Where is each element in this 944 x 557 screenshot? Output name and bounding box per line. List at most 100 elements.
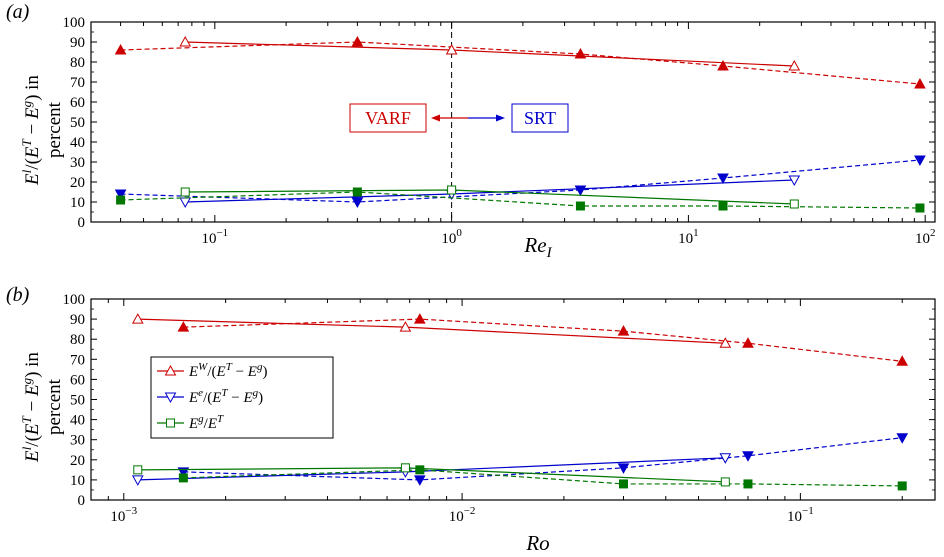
panel-b-series-0-point [896, 355, 909, 366]
panel-a-ytick-label: 40 [70, 135, 85, 151]
panel-a-series-0-point [114, 43, 127, 55]
legend-entry-exterior: Ee/(ET − Eg) [157, 387, 263, 406]
panel-a-xtick-label: 10−1 [201, 227, 228, 247]
panel-a-ytick-label: 70 [70, 75, 85, 91]
panel-a-series-0-point [914, 77, 926, 89]
panel-a-series-1-point [788, 59, 801, 71]
panel-b-series-1-point [399, 321, 412, 332]
panel-a-series-4-point [575, 201, 585, 211]
panel-b-series-3-point [131, 475, 144, 486]
panel-b-series-1-point [131, 313, 144, 324]
panel-a-ytick-label: 30 [70, 155, 85, 171]
panel-a-ytick-label: 80 [70, 55, 85, 71]
panel-a-label: (a) [6, 1, 30, 23]
panel-a-ylabel-line2: percent [44, 101, 65, 158]
panel-b-series-4-point [618, 479, 628, 489]
panel-a-series-0-point [351, 35, 364, 47]
panel-b-series-0-point [177, 321, 190, 332]
panel-b-series-4-point [415, 465, 425, 475]
srt-arrow-head [496, 114, 505, 122]
panel-b-series-4-point [743, 479, 753, 489]
panel-b-ytick-label: 90 [70, 312, 85, 328]
panel-a-annotations: VARF SRT [349, 103, 569, 133]
panel-b-series-2-point [896, 433, 909, 444]
panel-a-ytick-label: 0 [78, 215, 86, 231]
panel-b-series-0-point [413, 313, 426, 324]
panel-b-xtick-label: 10−1 [787, 505, 814, 525]
panel-a-series-4-point [352, 187, 362, 197]
panel-a-series-0-point [717, 59, 729, 71]
panel-b-ytick-label: 10 [70, 473, 85, 489]
legend-marker-square [166, 418, 175, 428]
panel-a-series-1-line [185, 41, 795, 67]
varf-arrow-head [431, 114, 440, 122]
legend-marker-triangle-up [164, 364, 177, 376]
panel-a-ytick-label: 50 [70, 115, 85, 131]
panel-b-ylabel-line1: El/(ET − Eg) in [19, 352, 43, 463]
panel-b-series-4-point [178, 473, 188, 483]
legend-text-geostrophic: Eg/ET [188, 413, 224, 432]
panel-b-ytick-label: 100 [63, 292, 86, 308]
panel-b-label: (b) [6, 284, 30, 306]
panel-a-series-2-point [914, 155, 926, 167]
panel-b-ytick-label: 20 [70, 453, 85, 469]
panel-b-xtick-label: 10−3 [110, 505, 137, 525]
panel-a-series-5-point [789, 199, 799, 209]
panel-a-series-1-point [445, 43, 458, 55]
panel-b-series-4-point [897, 481, 907, 491]
panel-a-xlabel: ReI [523, 233, 552, 261]
panel-a: (a) El/(ET − Eg) in percent ReI 0 10 20 30 4… [6, 1, 936, 261]
panel-b-series-2-point [742, 451, 754, 462]
panel-b-legend: EW/(ET − Eg) Ee/(ET − Eg) Eg/ET [150, 356, 334, 439]
panel-a-xtick-label: 102 [915, 227, 936, 247]
panel-a-series-0-line [120, 41, 920, 85]
panel-a-ytick-label: 90 [70, 35, 85, 51]
panel-b-series-1-line [137, 318, 726, 344]
srt-label: SRT [524, 108, 556, 128]
panel-b-series-0-point [617, 325, 630, 336]
panel-b-ylabel: El/(ET − Eg) in percent [19, 352, 65, 463]
panel-b-series-2-point [617, 463, 630, 474]
panel-a-series-2-line [120, 159, 920, 203]
panel-b-ytick-label: 70 [70, 352, 85, 368]
panel-b: (b) El/(ET − Eg) in percent Ro 0 10 20 30 40… [6, 284, 936, 555]
panel-b-xlabel: Ro [525, 531, 549, 555]
panel-a-series-4-point [116, 195, 126, 205]
panel-a-series-5-line [185, 189, 795, 205]
legend-text-wall: EW/(ET − Eg) [188, 361, 267, 380]
varf-label: VARF [365, 108, 411, 128]
panel-a-ytick-label: 60 [70, 95, 85, 111]
panel-b-series-3-point [719, 453, 732, 464]
panel-b-ytick-label: 60 [70, 372, 85, 388]
panel-b-ytick-label: 0 [78, 493, 86, 509]
legend-entry-geostrophic: Eg/ET [157, 413, 224, 432]
srt-box [511, 103, 569, 133]
panel-b-series-1-point [719, 337, 732, 348]
legend-marker-triangle-down [164, 392, 177, 404]
panel-b-series-5-point [400, 463, 410, 473]
panel-a-ylabel-line1: El/(ET − Eg) in [19, 75, 43, 186]
varf-box [349, 103, 427, 133]
panel-a-series-2-point [114, 189, 127, 201]
panel-a-series-3-point [788, 175, 801, 187]
panel-b-series-4-line [183, 469, 903, 487]
panel-a-ytick-label: 10 [70, 195, 85, 211]
panel-a-series-4-point [915, 203, 925, 213]
panel-b-xtick-label: 10−2 [449, 505, 476, 525]
panel-a-ytick-label: 100 [63, 15, 86, 31]
panel-a-series-5-point [447, 185, 457, 195]
panel-b-series-0-line [183, 318, 903, 362]
legend-entry-wall: EW/(ET − Eg) [157, 361, 267, 380]
panel-a-xtick-label: 101 [678, 227, 699, 247]
legend-text-exterior: Ee/(ET − Eg) [188, 387, 263, 406]
panel-a-series-3-point [179, 197, 192, 209]
panel-a-xtick-label: 100 [441, 227, 462, 247]
panel-b-series-5-point [133, 465, 143, 475]
panel-b-ytick-label: 40 [70, 413, 85, 429]
panel-b-ytick-label: 50 [70, 393, 85, 409]
panel-b-series-0-point [742, 337, 754, 348]
panel-a-series-2-point [717, 173, 729, 185]
panel-a-series-1-point [179, 35, 192, 47]
panel-b-series-2-point [413, 475, 426, 486]
